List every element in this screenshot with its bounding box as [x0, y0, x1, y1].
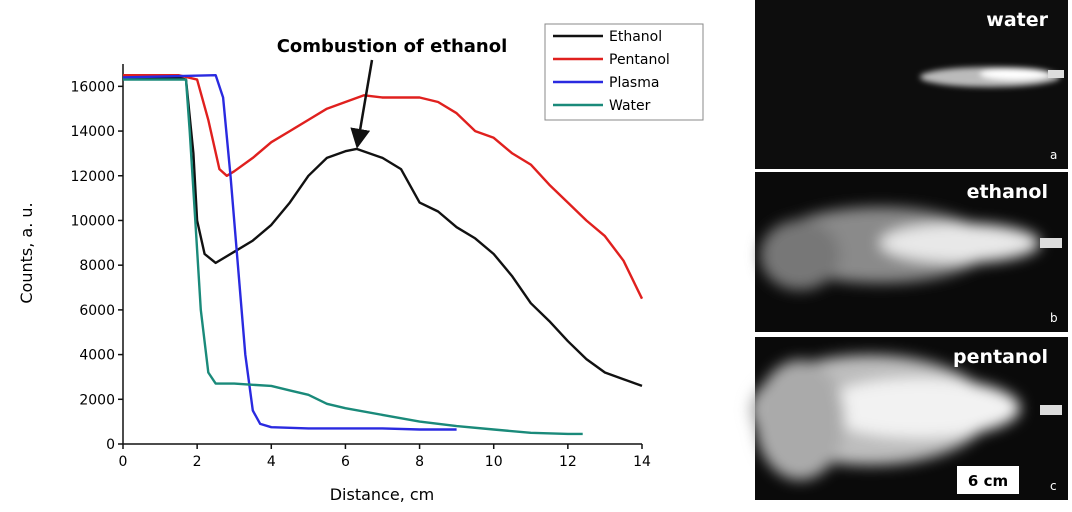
x-axis-label: Distance, cm [330, 485, 435, 504]
x-tick-label: 10 [485, 454, 503, 470]
photo-label: water [986, 9, 1048, 31]
y-tick-label: 6000 [79, 303, 115, 319]
data-line [123, 74, 644, 300]
x-tick-label: 2 [193, 454, 202, 470]
photo-tag: a [1050, 148, 1057, 162]
photo-tag: c [1050, 479, 1057, 493]
photo-panels [750, 0, 1068, 500]
data-line [122, 74, 457, 431]
legend-label: Pentanol [609, 52, 670, 68]
photo-label: ethanol [967, 181, 1048, 203]
x-tick-label: 0 [119, 454, 128, 470]
y-tick-label: 12000 [70, 169, 115, 185]
y-tick-label: 2000 [79, 392, 115, 408]
photo-label: pentanol [953, 346, 1048, 368]
annotation-arrow [350, 59, 374, 149]
x-tick-label: 14 [633, 454, 651, 470]
annotation: Combustion of ethanol [277, 36, 508, 57]
y-tick-label: 10000 [70, 213, 115, 229]
y-tick-label: 14000 [70, 124, 115, 140]
plume [920, 67, 1060, 87]
y-tick-label: 0 [106, 437, 115, 453]
data-line [123, 78, 583, 436]
plume [760, 207, 1040, 290]
y-tick-label: 16000 [70, 79, 115, 95]
legend-label: Plasma [609, 75, 659, 91]
plume [750, 355, 1020, 480]
scale-label: 6 cm [968, 472, 1008, 490]
legend-label: Water [609, 98, 651, 114]
nozzle [1040, 70, 1064, 415]
y-axis-label: Counts, a. u. [17, 202, 36, 303]
x-tick-label: 6 [341, 454, 350, 470]
y-tick-label: 4000 [79, 348, 115, 364]
data-line [123, 76, 643, 388]
x-tick-label: 8 [415, 454, 424, 470]
legend-label: Ethanol [609, 29, 662, 45]
scale-box [957, 466, 1019, 494]
y-tick-label: 8000 [79, 258, 115, 274]
x-tick-label: 4 [267, 454, 276, 470]
x-tick-label: 12 [559, 454, 577, 470]
photo-tag: b [1050, 311, 1058, 325]
